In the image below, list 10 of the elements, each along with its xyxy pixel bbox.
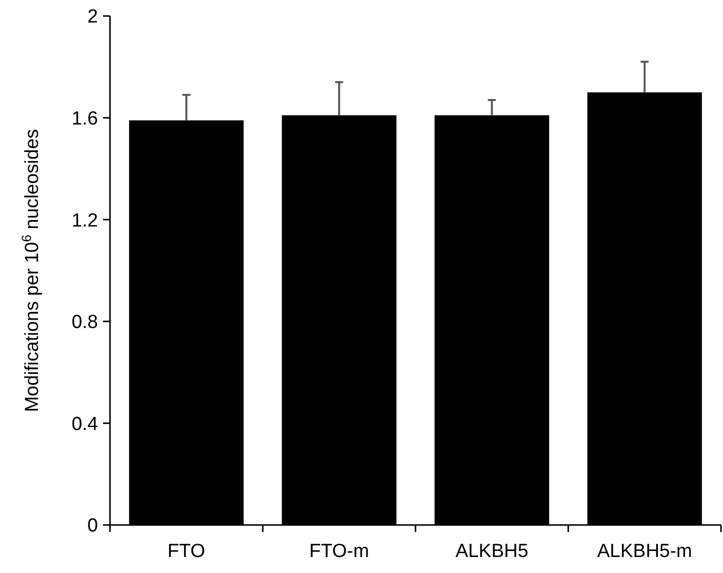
y-tick-label: 1.2 xyxy=(72,210,98,232)
x-tick-label: ALKBH5 xyxy=(455,541,528,562)
x-tick-label: ALKBH5-m xyxy=(597,541,692,562)
x-tick-label: FTO-m xyxy=(309,541,370,562)
x-tick-label: FTO xyxy=(168,541,206,562)
y-tick-label: 0.4 xyxy=(72,414,98,435)
y-tick-label: 2 xyxy=(87,6,98,28)
y-tick-label: 0 xyxy=(87,516,98,537)
y-tick-label: 0.8 xyxy=(72,312,98,334)
y-tick-label: 1.6 xyxy=(72,108,98,130)
